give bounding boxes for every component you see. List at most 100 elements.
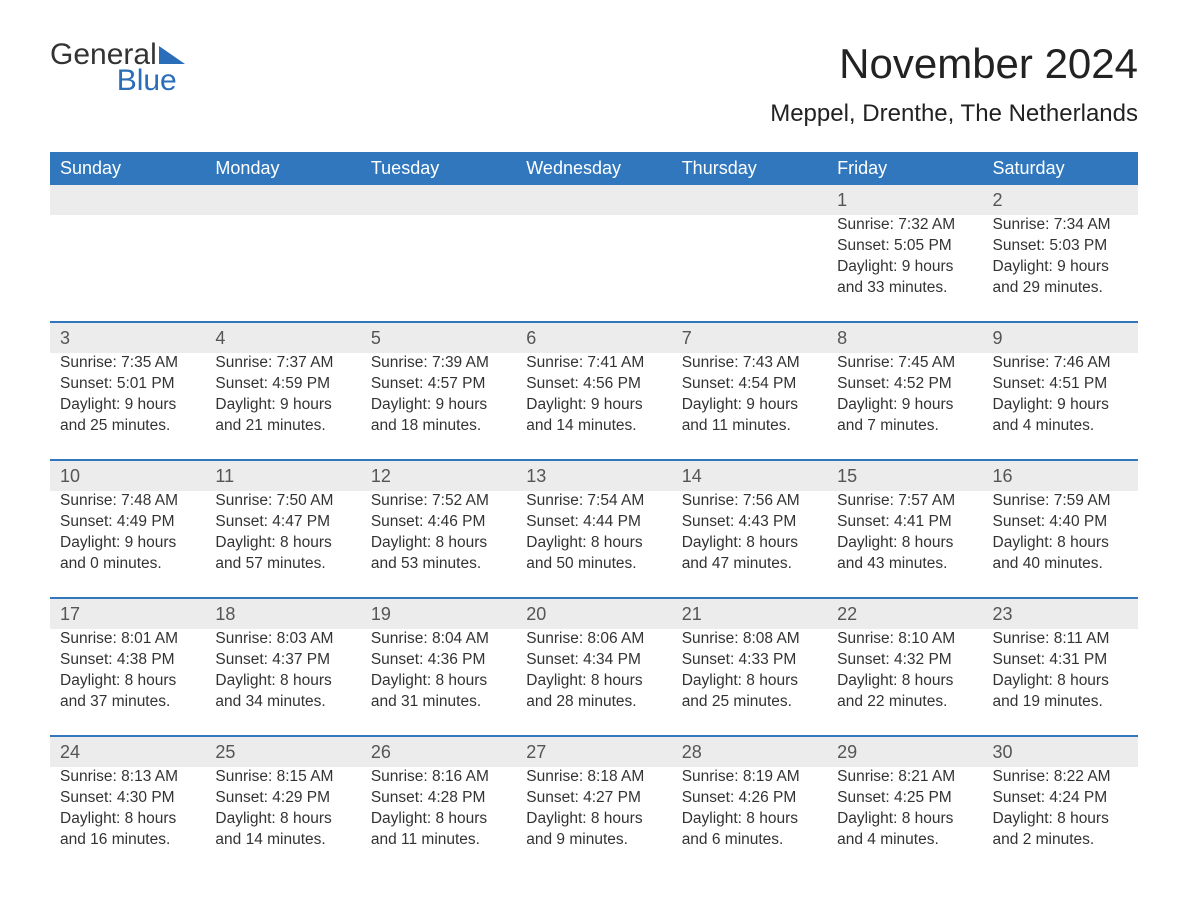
day-sunset: Sunset: 4:59 PM [215,374,350,395]
day-number-cell: 17 [50,598,205,629]
day-cell: Sunrise: 7:52 AMSunset: 4:46 PMDaylight:… [361,491,516,598]
day-number-cell: 29 [827,736,982,767]
day-sunset: Sunset: 4:41 PM [837,512,972,533]
day-d1: Daylight: 8 hours [682,809,817,830]
weekday-header: Friday [827,152,982,185]
day-d2: and 43 minutes. [837,554,972,575]
day-sunrise: Sunrise: 7:48 AM [60,491,195,512]
day-sunset: Sunset: 4:51 PM [993,374,1128,395]
day-d1: Daylight: 8 hours [993,809,1128,830]
day-sunrise: Sunrise: 7:37 AM [215,353,350,374]
day-cell: Sunrise: 7:48 AMSunset: 4:49 PMDaylight:… [50,491,205,598]
day-sunrise: Sunrise: 7:57 AM [837,491,972,512]
day-d2: and 7 minutes. [837,416,972,437]
day-sunrise: Sunrise: 8:01 AM [60,629,195,650]
day-sunset: Sunset: 4:43 PM [682,512,817,533]
day-cell: Sunrise: 7:57 AMSunset: 4:41 PMDaylight:… [827,491,982,598]
day-cell: Sunrise: 8:21 AMSunset: 4:25 PMDaylight:… [827,767,982,873]
day-d1: Daylight: 9 hours [526,395,661,416]
day-number-row: 10111213141516 [50,460,1138,491]
day-sunrise: Sunrise: 7:35 AM [60,353,195,374]
day-cell: Sunrise: 8:06 AMSunset: 4:34 PMDaylight:… [516,629,671,736]
day-sunrise: Sunrise: 8:10 AM [837,629,972,650]
day-sunrise: Sunrise: 8:13 AM [60,767,195,788]
day-cell: Sunrise: 8:22 AMSunset: 4:24 PMDaylight:… [983,767,1138,873]
day-cell: Sunrise: 8:18 AMSunset: 4:27 PMDaylight:… [516,767,671,873]
day-sunrise: Sunrise: 8:18 AM [526,767,661,788]
day-content-row: Sunrise: 8:13 AMSunset: 4:30 PMDaylight:… [50,767,1138,873]
day-number-cell: 28 [672,736,827,767]
day-d2: and 50 minutes. [526,554,661,575]
header: General Blue November 2024 Meppel, Drent… [50,40,1138,136]
day-sunrise: Sunrise: 8:21 AM [837,767,972,788]
day-number-cell: 6 [516,322,671,353]
day-sunset: Sunset: 4:46 PM [371,512,506,533]
day-number-cell: 21 [672,598,827,629]
day-sunrise: Sunrise: 7:54 AM [526,491,661,512]
day-number-cell [516,185,671,215]
day-number-cell: 7 [672,322,827,353]
day-d2: and 11 minutes. [371,830,506,851]
day-cell: Sunrise: 7:56 AMSunset: 4:43 PMDaylight:… [672,491,827,598]
day-d1: Daylight: 8 hours [526,671,661,692]
day-d2: and 14 minutes. [215,830,350,851]
day-sunrise: Sunrise: 8:16 AM [371,767,506,788]
day-sunset: Sunset: 4:40 PM [993,512,1128,533]
day-number-cell: 22 [827,598,982,629]
day-cell: Sunrise: 7:34 AMSunset: 5:03 PMDaylight:… [983,215,1138,322]
day-sunset: Sunset: 4:52 PM [837,374,972,395]
day-sunset: Sunset: 5:01 PM [60,374,195,395]
day-d1: Daylight: 8 hours [215,809,350,830]
day-number-cell: 27 [516,736,671,767]
day-number-row: 17181920212223 [50,598,1138,629]
day-number-cell: 11 [205,460,360,491]
day-d2: and 53 minutes. [371,554,506,575]
day-cell: Sunrise: 8:03 AMSunset: 4:37 PMDaylight:… [205,629,360,736]
day-d2: and 4 minutes. [993,416,1128,437]
day-sunset: Sunset: 4:47 PM [215,512,350,533]
day-cell: Sunrise: 7:54 AMSunset: 4:44 PMDaylight:… [516,491,671,598]
day-content-row: Sunrise: 8:01 AMSunset: 4:38 PMDaylight:… [50,629,1138,736]
day-cell: Sunrise: 8:13 AMSunset: 4:30 PMDaylight:… [50,767,205,873]
day-cell: Sunrise: 8:11 AMSunset: 4:31 PMDaylight:… [983,629,1138,736]
day-d2: and 6 minutes. [682,830,817,851]
day-number-cell [361,185,516,215]
day-number-row: 12 [50,185,1138,215]
day-d2: and 0 minutes. [60,554,195,575]
day-sunset: Sunset: 4:54 PM [682,374,817,395]
day-d1: Daylight: 8 hours [60,809,195,830]
day-d2: and 47 minutes. [682,554,817,575]
day-d1: Daylight: 8 hours [837,809,972,830]
day-cell: Sunrise: 7:37 AMSunset: 4:59 PMDaylight:… [205,353,360,460]
day-sunrise: Sunrise: 7:45 AM [837,353,972,374]
day-number-cell: 13 [516,460,671,491]
day-number-cell: 4 [205,322,360,353]
day-sunset: Sunset: 4:31 PM [993,650,1128,671]
day-sunset: Sunset: 4:34 PM [526,650,661,671]
day-sunset: Sunset: 4:36 PM [371,650,506,671]
day-sunset: Sunset: 4:57 PM [371,374,506,395]
day-d1: Daylight: 9 hours [837,257,972,278]
day-number-cell: 23 [983,598,1138,629]
logo-word2: Blue [117,66,177,96]
day-cell [50,215,205,322]
day-cell: Sunrise: 8:01 AMSunset: 4:38 PMDaylight:… [50,629,205,736]
day-d2: and 37 minutes. [60,692,195,713]
day-d1: Daylight: 9 hours [215,395,350,416]
day-cell: Sunrise: 8:10 AMSunset: 4:32 PMDaylight:… [827,629,982,736]
day-number-cell: 19 [361,598,516,629]
day-d1: Daylight: 8 hours [526,809,661,830]
day-sunset: Sunset: 5:05 PM [837,236,972,257]
day-sunset: Sunset: 4:32 PM [837,650,972,671]
day-d2: and 21 minutes. [215,416,350,437]
logo: General Blue [50,40,185,96]
day-sunset: Sunset: 4:44 PM [526,512,661,533]
day-d2: and 29 minutes. [993,278,1128,299]
day-cell: Sunrise: 7:32 AMSunset: 5:05 PMDaylight:… [827,215,982,322]
page-title: November 2024 [770,40,1138,88]
day-sunrise: Sunrise: 8:08 AM [682,629,817,650]
day-d2: and 40 minutes. [993,554,1128,575]
day-cell: Sunrise: 7:43 AMSunset: 4:54 PMDaylight:… [672,353,827,460]
weekday-header: Tuesday [361,152,516,185]
day-sunrise: Sunrise: 7:34 AM [993,215,1128,236]
